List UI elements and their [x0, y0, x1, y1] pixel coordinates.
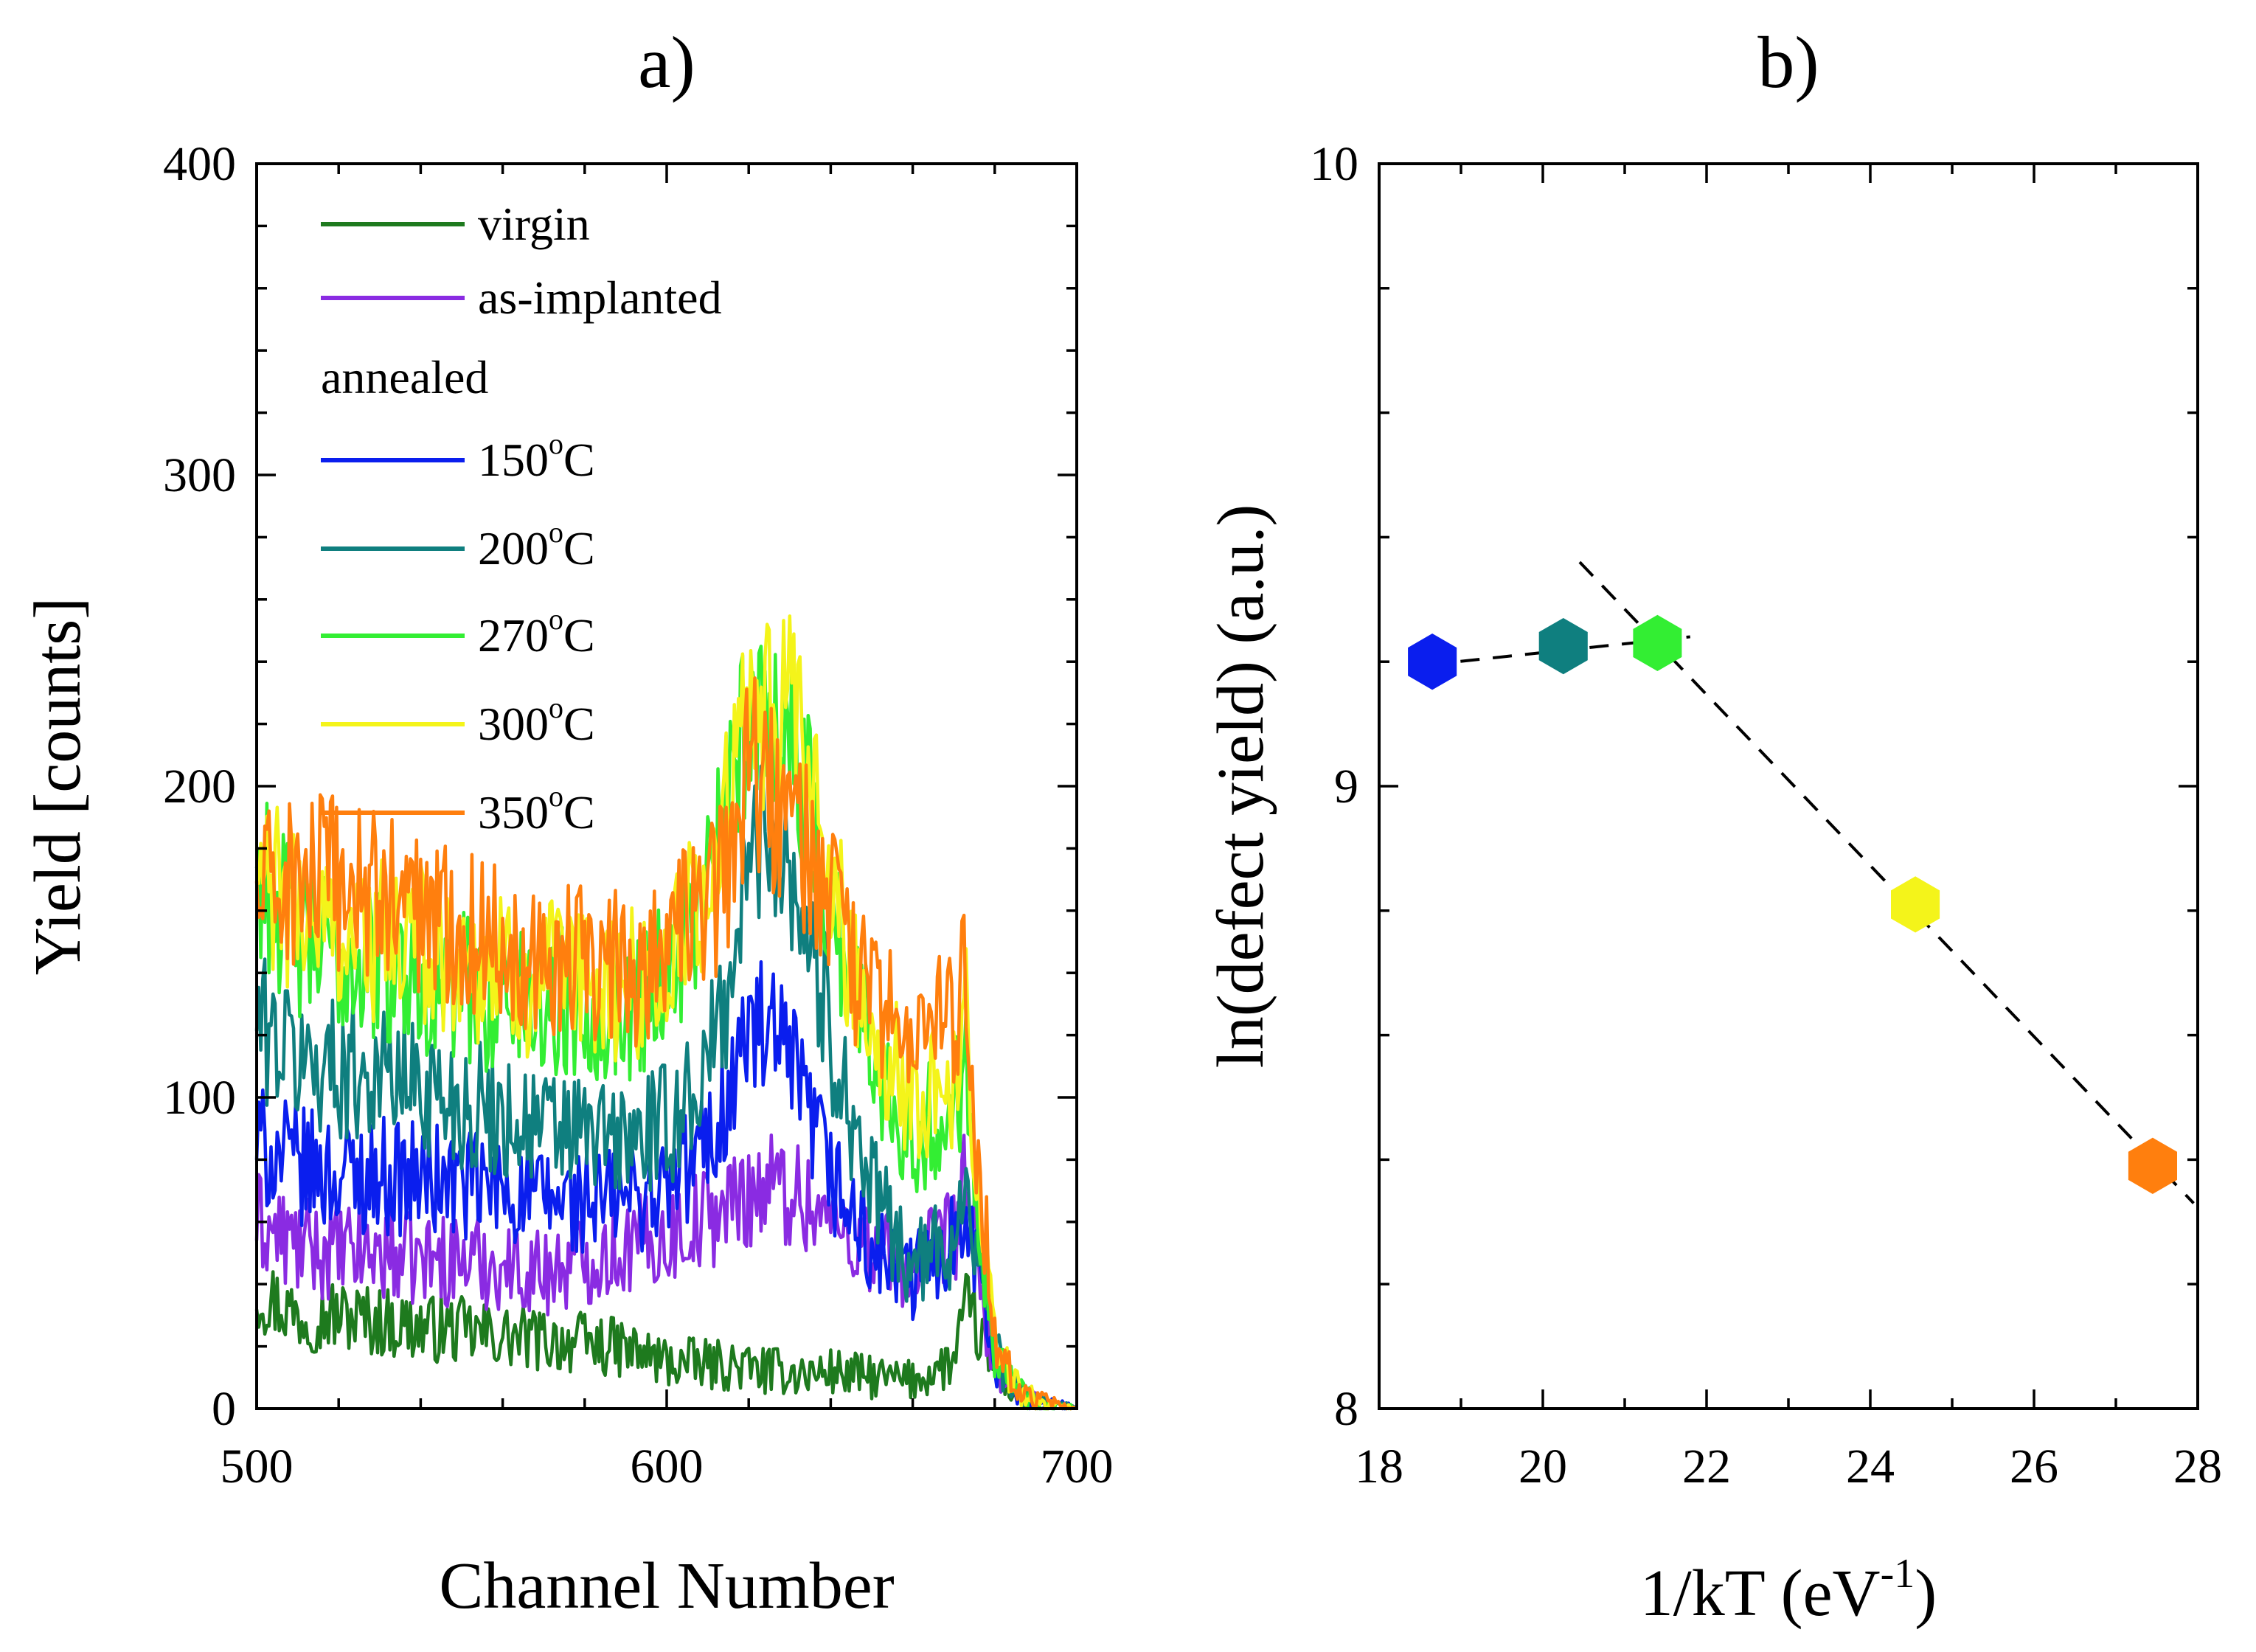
- legend-degree-sup: o: [549, 780, 563, 813]
- series-line-2: [254, 1133, 1078, 1411]
- legend-degree-sup: o: [549, 427, 563, 460]
- panel-a-legend: virginas-implanted150oC200oC270oC300oC35…: [321, 198, 722, 839]
- panel-b-x-tick-label: 18: [1355, 1440, 1403, 1493]
- panel-a-x-tick-label: 700: [1041, 1440, 1114, 1493]
- panel-b-x-tick-label: 22: [1682, 1440, 1731, 1493]
- fit-line-2: [1578, 560, 2195, 1204]
- legend-label-text: 150: [478, 434, 549, 486]
- legend-label-4: 200oC: [478, 516, 595, 575]
- data-point-4: [1891, 876, 1940, 933]
- panel-b-x-axis-title-main: 1/kT (eV: [1640, 1557, 1881, 1630]
- panel-b-y-tick-label: 8: [1334, 1382, 1358, 1436]
- panel-b-label: b): [1757, 21, 1819, 103]
- series-line-4: [254, 764, 1077, 1411]
- series-line-1: [254, 1270, 1077, 1411]
- panel-a-y-tick-label: 400: [163, 137, 236, 191]
- data-point-3: [1633, 614, 1682, 672]
- legend-label-1: virgin: [478, 198, 590, 250]
- legend-degree-sup: o: [549, 603, 563, 636]
- panel-a-y-tick-label: 100: [163, 1071, 236, 1125]
- legend-unit: C: [563, 522, 595, 575]
- panel-a-label: a): [638, 21, 695, 103]
- panel-b-x-axis-title-sup: -1: [1881, 1551, 1915, 1597]
- panel-a-x-tick-label: 600: [631, 1440, 704, 1493]
- series-line-6: [254, 614, 1077, 1411]
- panel-a-series-group: [254, 614, 1078, 1411]
- panel-b-x-tick-label: 24: [1846, 1440, 1895, 1493]
- legend-label-text: 300: [478, 698, 549, 750]
- panel-b-y-tick-label: 10: [1310, 137, 1358, 191]
- panel-a-x-axis-title: Channel Number: [439, 1549, 894, 1622]
- panel-b-x-tick-label: 20: [1519, 1440, 1567, 1493]
- panel-b-x-tick-label: 26: [2010, 1440, 2058, 1493]
- legend-label-6: 300oC: [478, 691, 595, 750]
- legend-label-3: 150oC: [478, 427, 595, 486]
- panel-b-x-axis-title: 1/kT (eV-1): [1640, 1551, 1937, 1630]
- data-point-1: [1408, 634, 1457, 690]
- legend-degree-sup: o: [549, 691, 563, 724]
- legend-unit: C: [563, 698, 595, 750]
- legend-group-label: annealed: [321, 351, 488, 403]
- legend-label-7: 350oC: [478, 780, 595, 839]
- panel-b-x-tick-label: 28: [2173, 1440, 2222, 1493]
- data-point-2: [1538, 617, 1588, 675]
- panel-b-x-axis-title-end: ): [1915, 1557, 1937, 1630]
- legend-label-text: 350: [478, 786, 549, 839]
- panel-b-axes-frame: [1378, 162, 2199, 1410]
- panel-a-y-axis-title: Yield [counts]: [21, 597, 94, 975]
- legend-unit: C: [563, 434, 595, 486]
- panel-b-arrhenius-plot: b) 8 9 10 18 20 22 24 26 28 1/kT (eV-1) ln(defect y…: [1204, 21, 2222, 1630]
- legend-label-text: virgin: [478, 198, 590, 250]
- panel-a-x-tick-label: 500: [221, 1440, 294, 1493]
- legend-label-5: 270oC: [478, 603, 595, 662]
- panel-a-y-tick-label: 0: [212, 1382, 236, 1436]
- panel-a-yield-spectra: a) 0 100 200 300 400 500 600 700 Channel Number Yi…: [21, 21, 1114, 1622]
- legend-label-text: 200: [478, 522, 549, 575]
- panel-a-y-tick-label: 300: [163, 448, 236, 502]
- panel-b-y-tick-label: 9: [1334, 760, 1358, 813]
- panel-a-y-tick-label: 200: [163, 760, 236, 813]
- legend-label-2: as-implanted: [478, 271, 722, 324]
- legend-unit: C: [563, 786, 595, 839]
- legend-unit: C: [563, 609, 595, 662]
- panel-b-y-axis-title: ln(defect yield) (a.u.): [1204, 504, 1277, 1069]
- series-line-7: [254, 676, 1077, 1411]
- data-point-5: [2128, 1137, 2177, 1194]
- legend-label-text: as-implanted: [478, 271, 722, 324]
- legend-label-text: 270: [478, 609, 549, 662]
- legend-degree-sup: o: [549, 516, 563, 549]
